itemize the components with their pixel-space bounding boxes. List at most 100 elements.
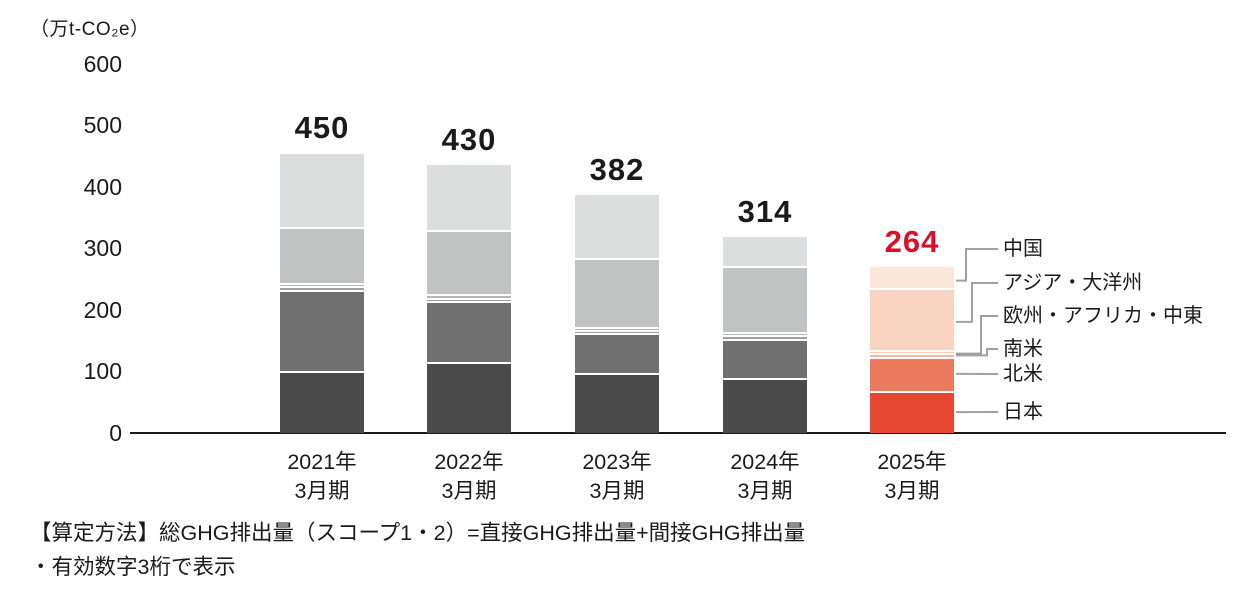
leader-line-アジア・大洋州 [956,282,998,323]
x-label-2021年: 2021年 3月期 [250,448,394,506]
segment-北米 [280,291,364,372]
legend-item-日本: 日本 [1003,401,1043,423]
total-label-2023年: 382 [589,151,645,187]
bar-2023年 [575,194,659,433]
segment-アジア・大洋州 [575,259,659,327]
total-label-2025年: 264 [884,224,940,260]
segment-中国 [870,267,954,288]
bar-2021年 [280,153,364,433]
segment-divider [870,353,954,356]
x-label-line: 2023年 [582,450,652,474]
x-label-line: 2021年 [287,450,357,474]
x-label-2024年: 2024年 3月期 [693,448,837,506]
leader-line-欧州・アフリカ・中東 [956,315,998,355]
leader-line-南米 [956,348,998,357]
segment-divider [723,338,807,341]
footnote-calculation-method: 【算定方法】総GHG排出量（スコープ1・2）=直接GHG排出量+間接GHG排出量 [30,521,806,545]
legend-item-欧州・アフリカ・中東: 欧州・アフリカ・中東 [1003,305,1203,327]
segment-南米 [427,299,511,302]
total-label-2021年: 450 [294,109,350,145]
segment-divider [575,333,659,336]
segment-中国 [723,236,807,267]
x-label-2025年: 2025年 3月期 [840,448,984,506]
segment-欧州・アフリカ・中東 [723,334,807,336]
y-tick-200: 200 [83,296,122,323]
segment-北米 [575,335,659,373]
segment-divider [427,361,511,364]
segment-北米 [723,340,807,378]
x-label-2022年: 2022年 3月期 [397,448,541,506]
segment-divider [575,257,659,260]
segment-アジア・大洋州 [723,268,807,333]
x-label-line: 3月期 [294,479,350,503]
x-label-2023年: 2023年 3月期 [545,448,689,506]
segment-divider [427,294,511,297]
segment-アジア・大洋州 [427,231,511,295]
segment-divider [870,391,954,394]
x-label-line: 3月期 [589,479,645,503]
segment-中国 [280,153,364,228]
y-tick-100: 100 [83,358,122,385]
segment-中国 [575,194,659,258]
segment-divider [870,349,954,352]
segment-アジア・大洋州 [870,289,954,350]
segment-日本 [723,379,807,433]
x-label-line: 3月期 [441,479,497,503]
segment-北米 [870,358,954,392]
segment-欧州・アフリカ・中東 [427,296,511,298]
segment-divider [870,287,954,290]
y-axis-unit-label: （万t-CO₂e） [30,19,150,40]
segment-divider [870,356,954,359]
segment-divider [280,371,364,374]
x-label-line: 3月期 [737,479,793,503]
legend-item-南米: 南米 [1003,338,1043,360]
segment-divider [280,282,364,285]
legend-item-中国: 中国 [1003,238,1043,260]
segment-divider [575,329,659,332]
bar-2024年 [723,236,807,433]
segment-divider [723,335,807,338]
segment-divider [280,227,364,230]
segment-南米 [870,355,954,357]
total-label-2024年: 314 [737,193,793,229]
bar-2025年 [870,267,954,433]
segment-divider [575,372,659,375]
x-label-line: 2025年 [877,450,947,474]
footnote-significant-digits: ・有効数字3桁で表示 [30,555,236,579]
bar-2022年 [427,165,511,433]
x-label-line: 2024年 [730,450,800,474]
segment-divider [427,229,511,232]
x-label-line: 2022年 [434,450,504,474]
segment-divider [280,286,364,289]
segment-日本 [870,393,954,433]
segment-日本 [280,373,364,433]
segment-欧州・アフリカ・中東 [870,351,954,354]
y-tick-500: 500 [83,112,122,139]
segment-divider [723,266,807,269]
segment-南米 [575,331,659,334]
segment-南米 [280,288,364,290]
segment-日本 [427,363,511,433]
y-tick-600: 600 [83,50,122,77]
segment-divider [280,289,364,292]
segment-中国 [427,165,511,230]
total-label-2022年: 430 [441,122,497,158]
segment-divider [427,297,511,300]
segment-divider [575,326,659,329]
segment-北米 [427,303,511,362]
y-tick-300: 300 [83,235,122,262]
segment-divider [723,377,807,380]
legend-item-アジア・大洋州: アジア・大洋州 [1003,272,1143,294]
x-axis-line [130,432,1226,434]
segment-欧州・アフリカ・中東 [280,284,364,287]
y-tick-400: 400 [83,173,122,200]
segment-南米 [723,337,807,339]
legend-item-北米: 北米 [1003,363,1043,385]
segment-divider [427,301,511,304]
segment-アジア・大洋州 [280,229,364,283]
segment-divider [723,332,807,335]
x-label-line: 3月期 [884,479,940,503]
segment-日本 [575,374,659,433]
y-tick-0: 0 [109,420,122,446]
